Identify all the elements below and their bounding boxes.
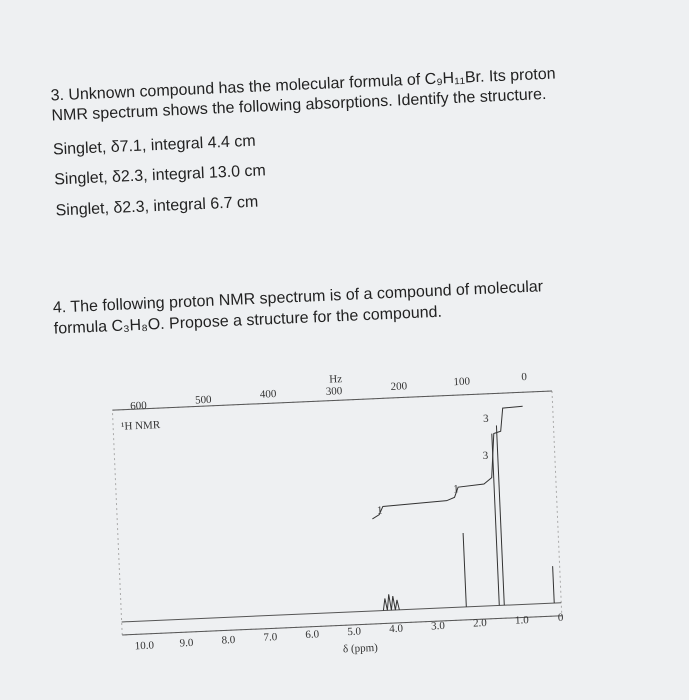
ppm-tick: 1.0 (515, 614, 530, 627)
integral-label: 3 (483, 413, 490, 425)
spectrum-title: ¹H NMR (121, 419, 161, 433)
top-axis (112, 390, 553, 411)
integral-label: 1 (377, 504, 383, 516)
integral-label: 3 (482, 450, 489, 462)
bottom-axis (122, 615, 562, 636)
hz-label: Hz (329, 373, 342, 386)
baseline (121, 602, 562, 623)
ppm-tick: 3.0 (431, 620, 446, 633)
ppm-tick: 0 (558, 612, 565, 624)
hz-tick: 0 (521, 371, 528, 383)
hz-tick: 600 (130, 400, 148, 413)
peak (491, 433, 500, 606)
ppm-tick: 6.0 (305, 628, 320, 641)
ppm-tick: 8.0 (221, 634, 236, 647)
hz-tick: 200 (390, 380, 408, 393)
ppm-tick: 10.0 (134, 640, 154, 653)
spectrum: Hz 600 500 400 300 200 100 0 ¹H NMR 1 1 … (111, 371, 565, 656)
ppm-tick: 9.0 (179, 637, 194, 650)
peak (495, 425, 505, 606)
hz-tick: 300 (326, 385, 344, 398)
peak (382, 594, 400, 611)
peak (462, 532, 467, 607)
ppm-tick: 2.0 (473, 617, 488, 630)
ppm-tick: 4.0 (389, 623, 404, 636)
hz-tick: 100 (453, 376, 471, 389)
ppm-tick: 5.0 (347, 626, 362, 639)
integral-label: 1 (453, 483, 459, 495)
peak (552, 566, 555, 604)
integral-curve (372, 405, 523, 520)
axis-label: δ (ppm) (343, 642, 379, 656)
hz-tick: 500 (195, 394, 213, 407)
ppm-tick: 7.0 (263, 631, 278, 644)
hz-tick: 400 (260, 388, 278, 401)
